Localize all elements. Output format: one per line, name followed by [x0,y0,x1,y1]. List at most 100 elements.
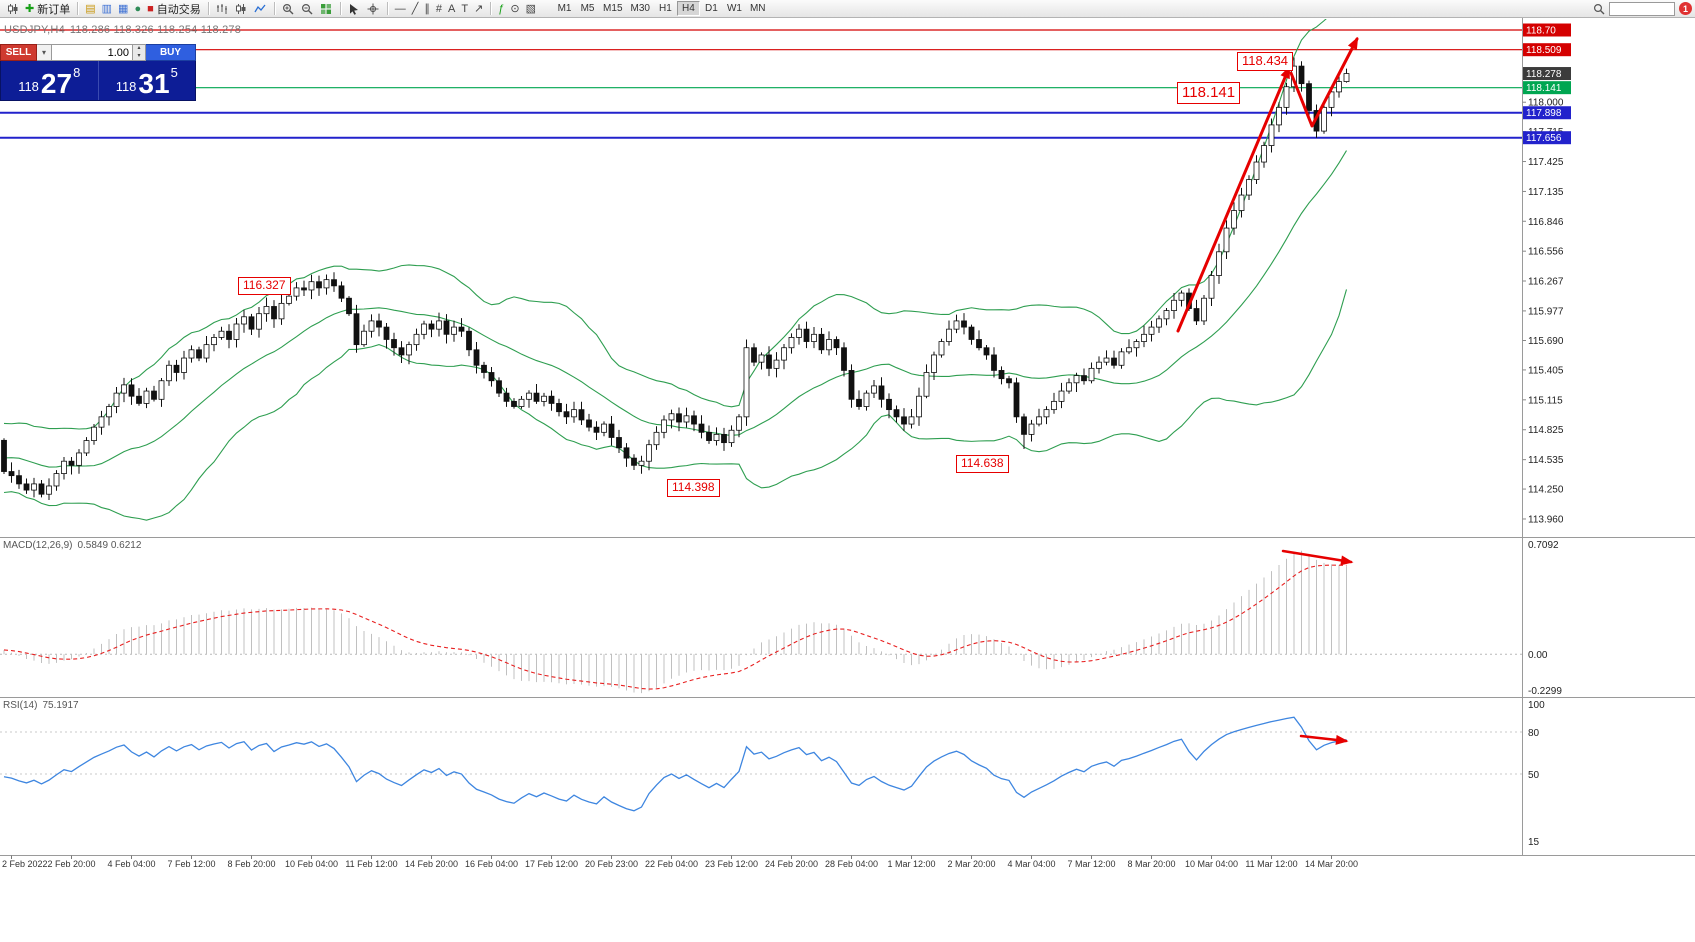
arrows-tool-icon[interactable]: ↗ [471,1,486,17]
timeframe-w1[interactable]: W1 [726,3,742,14]
terminal-icon-glyph: ● [134,2,142,15]
toolbar-separator [273,2,275,15]
svg-text:0.00: 0.00 [1528,650,1548,661]
price-annotation: 118.434 [1237,52,1294,71]
svg-text:116.267: 116.267 [1528,276,1564,287]
rsi-label: RSI(14) 75.1917 [3,700,84,711]
svg-text:10 Mar 04:00: 10 Mar 04:00 [1185,859,1238,869]
navigator-icon-glyph: ▦ [118,2,129,15]
search-input[interactable] [1609,1,1675,16]
timeframe-mn[interactable]: MN [749,3,766,14]
notification-badge[interactable]: 1 [1679,2,1692,15]
indicators-icon[interactable]: ƒ [495,1,507,17]
tile-windows-icon[interactable] [317,1,336,17]
fibonacci-icon[interactable]: # [433,1,445,17]
equidistant-channel-icon[interactable]: ∥ [421,1,433,17]
autotrading-button-icon: ■ [147,2,154,15]
svg-text:118.70: 118.70 [1526,26,1556,37]
svg-text:0.7092: 0.7092 [1528,540,1559,551]
svg-text:113.960: 113.960 [1528,514,1564,525]
svg-text:114.825: 114.825 [1528,425,1564,436]
bar-chart-icon[interactable] [213,1,232,17]
buy-price-pips: 31 [138,68,170,100]
search-icon [1592,2,1605,15]
svg-text:116.556: 116.556 [1528,247,1564,258]
svg-text:100: 100 [1528,700,1545,711]
svg-text:2 Mar 20:00: 2 Mar 20:00 [947,859,995,869]
timeframe-m30[interactable]: M30 [630,3,650,14]
buy-price-big: 118 [115,79,137,94]
timeframe-h4[interactable]: H4 [676,1,700,16]
text-label-icon-glyph: T [461,2,469,15]
trendline-icon-glyph: ╱ [411,2,419,15]
sell-price-button[interactable]: 118 27 8 [1,61,98,100]
template-icon[interactable]: ▧ [523,1,539,17]
sell-price-pt: 8 [73,65,81,80]
horizontal-level-lines [0,29,1522,139]
zoom-in-icon[interactable] [279,1,298,17]
horizontal-line-icon[interactable]: ― [392,1,409,17]
toolbar-icon-groups: ✚ 新订单 ▤ ▥ ▦ ● ■ 自动交易 ― ╱ ∥ # A T ↗ ƒ ⊙ ▧ [3,1,539,17]
zoom-out-icon[interactable] [298,1,317,17]
lot-up-icon[interactable]: ▴ [133,45,145,53]
text-label-icon[interactable]: T [458,1,471,17]
timeframe-h1[interactable]: H1 [659,3,672,14]
chart-canvas[interactable]: 118.000117.715117.425117.135116.846116.5… [0,18,1695,872]
data-window-icon[interactable]: ▥ [99,1,115,17]
period-icon[interactable]: ⊙ [507,1,522,17]
trendline-icon[interactable]: ╱ [409,1,422,17]
quote-line: USDJPY,H4 118.286 118.326 118.254 118.278 [4,24,246,36]
timeframe-toolbar: M1 M5 M15 M30 H1 H4 D1 W1 MN [553,1,769,16]
lot-size-value[interactable]: 1.00 [107,47,129,59]
crosshair-icon[interactable] [364,1,383,17]
buy-price-button[interactable]: 118 31 5 [97,61,196,100]
toolbar-right: 1 [1592,1,1692,16]
lot-down-icon[interactable]: ▾ [133,52,145,60]
line-chart-icon[interactable] [251,1,270,17]
zoom-out-icon-glyph [301,2,314,15]
candlestick-chart-icon-glyph [235,2,248,15]
new-order-button[interactable]: ✚ 新订单 [22,1,73,17]
timeframe-m5[interactable]: M5 [580,3,595,14]
arrows-tool-icon-glyph: ↗ [474,2,484,15]
new-order-button-label: 新订单 [37,3,71,16]
timeframe-m1[interactable]: M1 [557,3,572,14]
line-chart-icon-glyph [254,2,267,15]
buy-button[interactable]: BUY [146,44,196,61]
svg-text:28 Feb 04:00: 28 Feb 04:00 [825,859,878,869]
quote-symbol: USDJPY,H4 [4,24,65,36]
one-click-trading-panel: SELL ▾ 1.00 ▴ ▾ BUY 118 27 8 118 31 5 [0,44,196,101]
rsi-layer [0,716,1522,812]
market-watch-icon[interactable]: ▤ [82,1,98,17]
svg-text:117.656: 117.656 [1526,133,1562,144]
lot-dropdown-arrow-icon[interactable]: ▾ [37,44,52,61]
toolbar: ✚ 新订单 ▤ ▥ ▦ ● ■ 自动交易 ― ╱ ∥ # A T ↗ ƒ ⊙ ▧ M1 M5 M15 M30 H1 H4 D1… [0,0,1695,18]
lot-stepper[interactable]: ▴ ▾ [132,45,145,60]
svg-text:4 Mar 04:00: 4 Mar 04:00 [1007,859,1055,869]
timeframe-d1[interactable]: D1 [705,3,718,14]
terminal-icon[interactable]: ● [131,1,144,17]
autotrading-button[interactable]: ■ 自动交易 [144,1,204,17]
sell-button[interactable]: SELL [0,44,37,61]
svg-text:16 Feb 04:00: 16 Feb 04:00 [465,859,518,869]
price-annotation: 116.327 [238,277,291,295]
svg-text:2 Feb 2022: 2 Feb 2022 [2,859,48,869]
svg-text:20 Feb 23:00: 20 Feb 23:00 [585,859,638,869]
svg-text:15: 15 [1528,837,1540,848]
timeframe-m15[interactable]: M15 [603,3,623,14]
svg-text:4 Feb 04:00: 4 Feb 04:00 [107,859,155,869]
candles-layer [1,57,1350,501]
navigator-icon[interactable]: ▦ [115,1,131,17]
chart-window-icon[interactable] [3,1,22,17]
svg-text:115.405: 115.405 [1528,365,1564,376]
lot-size-field[interactable]: 1.00 ▴ ▾ [52,44,146,61]
indicators-icon-glyph: ƒ [498,2,505,15]
cursor-icon[interactable] [345,1,364,17]
bollinger-bands [3,19,1348,521]
svg-text:118.278: 118.278 [1526,69,1562,80]
text-icon[interactable]: A [445,1,458,17]
text-icon-glyph: A [448,2,456,15]
svg-text:11 Mar 12:00: 11 Mar 12:00 [1245,859,1297,869]
candlestick-chart-icon[interactable] [232,1,251,17]
pane-separators [0,18,1695,856]
